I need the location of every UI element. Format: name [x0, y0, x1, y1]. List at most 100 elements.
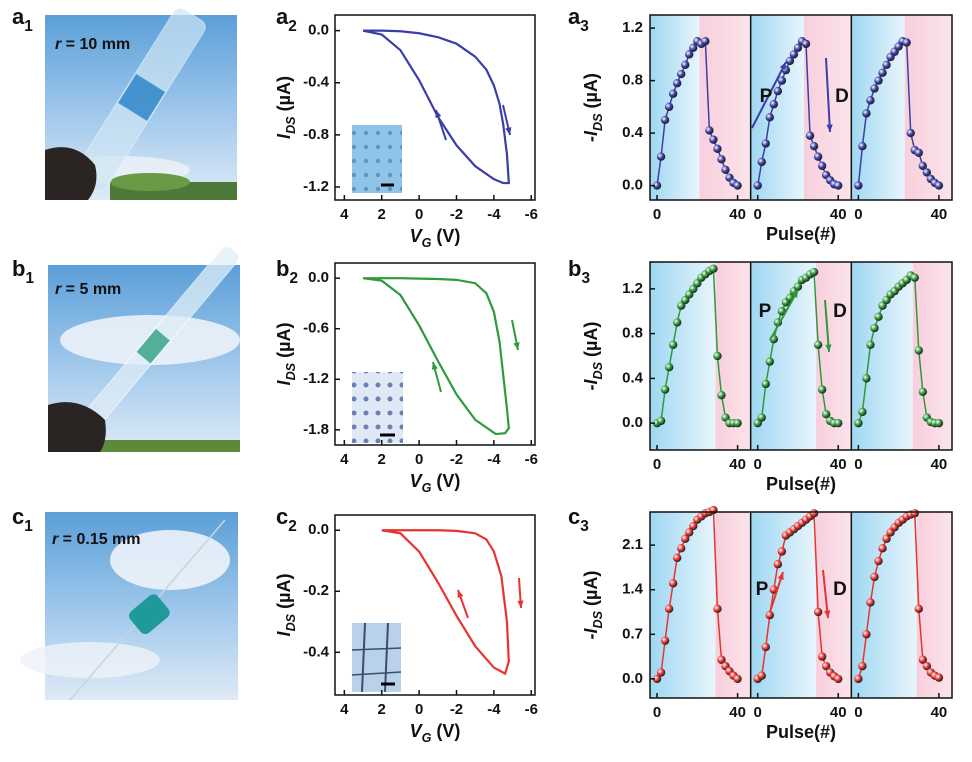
y-tick-label: 1.4 — [622, 581, 644, 598]
point — [685, 50, 694, 59]
point — [809, 142, 819, 151]
point — [882, 60, 891, 70]
point — [817, 385, 827, 394]
x-tick-label: 4 — [340, 206, 349, 223]
point — [922, 661, 932, 671]
panel-label: b2 — [276, 256, 298, 287]
y-tick-label: 0.4 — [622, 124, 644, 141]
y-tick-label: 0.0 — [622, 670, 643, 687]
x-tick-label: 2 — [378, 701, 386, 718]
point — [660, 636, 670, 645]
point — [918, 655, 928, 664]
point — [805, 131, 815, 140]
point — [870, 323, 879, 333]
point — [777, 76, 787, 85]
point — [834, 181, 843, 190]
y-tick-label: 0.8 — [622, 325, 643, 342]
point — [717, 390, 726, 400]
point — [713, 604, 722, 614]
x-tick-label: -2 — [450, 451, 463, 468]
arrow-head — [826, 124, 833, 132]
y-tick-label: 2.1 — [622, 536, 643, 553]
point — [866, 340, 875, 350]
x-tick-label: -4 — [487, 451, 501, 468]
point — [813, 152, 823, 161]
x-tick-label: -6 — [525, 206, 538, 223]
y-tick-label: 0.0 — [622, 414, 643, 431]
panel-label-part: c — [276, 504, 288, 529]
x-tick-label: 2 — [378, 206, 386, 223]
x-tick-label: 40 — [931, 456, 948, 473]
panel-label: a3 — [568, 4, 589, 35]
point — [761, 139, 770, 148]
point — [685, 528, 694, 537]
y-axis-label: -IDS (µA) — [581, 571, 606, 640]
potentiation-region — [750, 15, 805, 200]
curve — [381, 529, 510, 676]
point — [862, 109, 871, 118]
x-tick-label: 0 — [854, 704, 862, 721]
y-axis-label: -IDS (µA) — [581, 322, 606, 391]
point — [733, 181, 742, 190]
point — [793, 282, 803, 291]
curve — [362, 29, 511, 185]
y-axis-label: IDS (µA) — [274, 76, 299, 139]
point — [785, 56, 795, 66]
x-tick-label: 40 — [830, 704, 847, 721]
point — [874, 312, 883, 322]
plot-frame — [334, 262, 536, 446]
depression-region — [916, 512, 952, 698]
point — [765, 610, 774, 620]
point — [652, 181, 662, 190]
point — [878, 68, 887, 77]
point — [934, 673, 944, 682]
y-axis-label-part: DS — [591, 610, 605, 628]
y-tick-label: -1.2 — [303, 178, 329, 195]
x-axis-label-part: G — [422, 731, 432, 745]
point — [789, 50, 799, 59]
annotation: P — [756, 579, 769, 600]
point — [834, 418, 843, 428]
point — [813, 340, 823, 350]
y-axis-label-part: (µA) — [581, 571, 601, 606]
annotation: P — [760, 86, 773, 107]
point — [870, 572, 879, 582]
point — [761, 642, 770, 652]
point — [870, 84, 879, 93]
arrow — [751, 61, 787, 129]
y-axis-label-part: I — [274, 133, 294, 139]
photo-caption: r = 5 mm — [55, 281, 121, 298]
inset-image — [351, 622, 402, 693]
panel-label: a1 — [12, 4, 33, 35]
y-axis-label-part: (µA) — [274, 574, 294, 609]
point — [866, 598, 875, 607]
y-axis-label-part: (µA) — [274, 323, 294, 358]
depression-region — [715, 512, 751, 698]
point — [733, 418, 742, 428]
point — [866, 96, 875, 105]
x-tick-label: 0 — [754, 704, 762, 721]
x-tick-label: 0 — [754, 456, 762, 473]
inset-image — [352, 125, 402, 193]
arrow — [769, 289, 799, 341]
arrow-head — [431, 362, 438, 370]
x-tick-label: -2 — [450, 206, 463, 223]
point — [793, 43, 803, 53]
photo — [45, 8, 237, 200]
x-axis-label: VG (V) — [410, 721, 461, 746]
point — [882, 534, 891, 543]
arrow-head — [457, 590, 464, 598]
point — [914, 604, 923, 614]
point — [910, 509, 919, 518]
x-tick-label: -6 — [525, 451, 538, 468]
y-axis-label-part: DS — [591, 361, 605, 379]
panel-label: b1 — [12, 256, 34, 287]
x-axis-label-part: (V) — [436, 471, 460, 491]
panel-label: c3 — [568, 504, 589, 535]
point — [862, 374, 871, 383]
x-tick-label: 0 — [754, 206, 762, 223]
point — [757, 413, 766, 422]
photo-caption-part: r — [55, 281, 62, 298]
y-axis-label-part: (µA) — [274, 76, 294, 111]
photo — [48, 245, 240, 452]
